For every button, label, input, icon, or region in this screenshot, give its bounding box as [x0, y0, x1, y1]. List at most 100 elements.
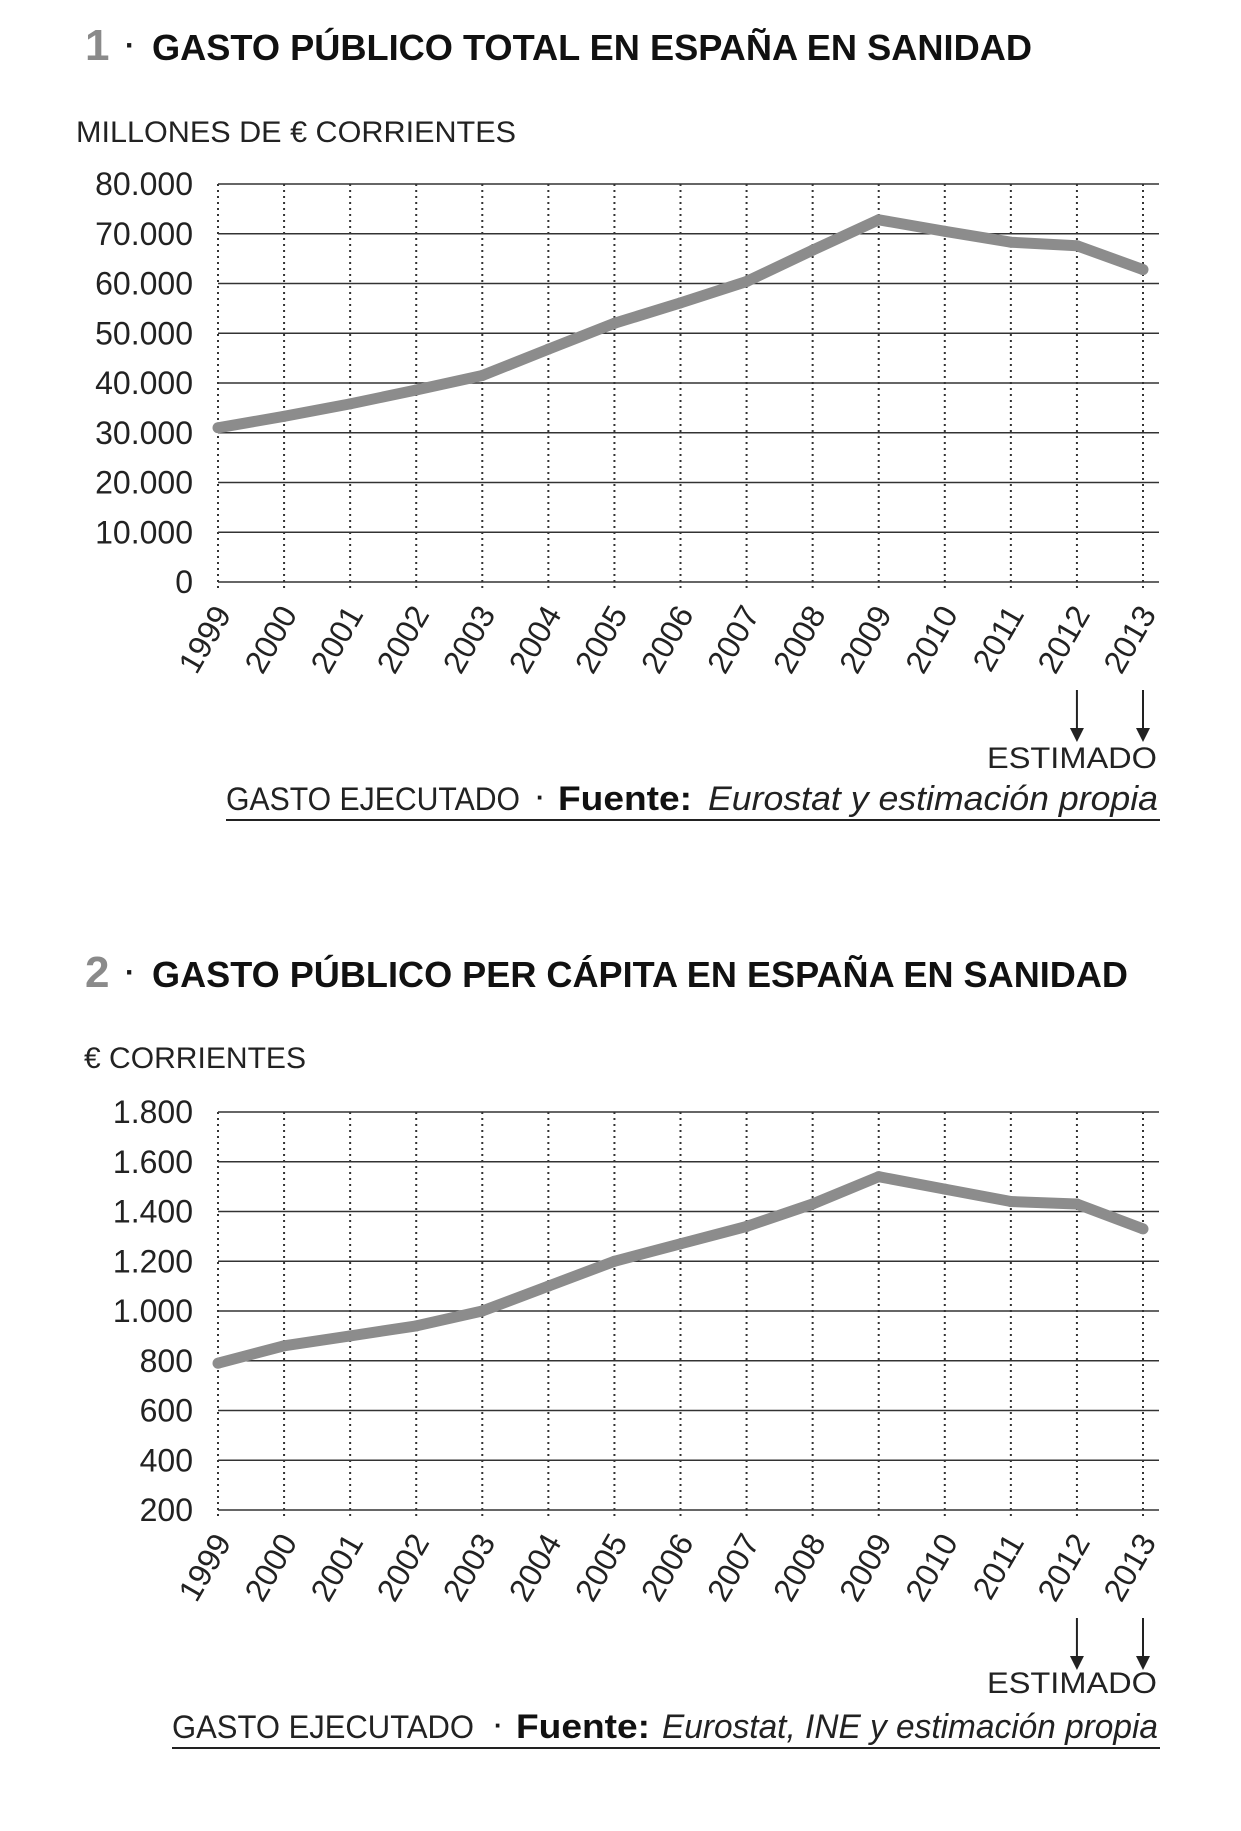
chart-1-y-tick-label: 30.000 — [95, 415, 193, 451]
chart-2-x-tick-label: 2013 — [1096, 1528, 1163, 1608]
chart-1-y-tick-label: 60.000 — [95, 266, 193, 302]
chart-2-data-point — [212, 1357, 224, 1369]
chart-2-estimated-arrow — [1136, 1618, 1150, 1670]
chart-2-data-point — [1137, 1223, 1149, 1235]
chart-2-title-separator: · — [125, 956, 135, 989]
chart-1-data-point — [741, 276, 753, 288]
chart-2-series — [212, 1171, 1149, 1369]
chart-2-data-point — [344, 1330, 356, 1342]
chart-1-data-point — [212, 422, 224, 434]
chart-2-x-tick-label: 1999 — [171, 1528, 238, 1608]
chart-1-x-tick-labels: 1999 2000 2001 2002 2003 2004 2005 2006 2007 2008… — [171, 599, 1163, 679]
chart-2-x-tick-label: 2001 — [303, 1528, 370, 1608]
chart-1-x-tick-label: 2009 — [832, 600, 899, 680]
chart-2-footer-source-text: Eurostat, INE y estimación propia — [662, 1708, 1158, 1746]
chart-2-data-point — [807, 1198, 819, 1210]
chart-1-data-point — [344, 398, 356, 410]
chart-1-estimated-arrows — [1069, 690, 1150, 742]
chart-2-x-tick-label: 2002 — [370, 1528, 437, 1608]
chart-1-data-point — [1137, 264, 1149, 276]
chart-2-unit-label: € CORRIENTES — [84, 1042, 306, 1075]
chart-2: 2 · GASTO PÚBLICO PER CÁPITA EN ESPAÑA E… — [84, 948, 1163, 1749]
chart-2-y-tick-labels: 200 400 600 800 1.000 1.200 1.400 1.600 1.800 — [113, 1094, 193, 1528]
chart-1-footer-source-text: Eurostat y estimación propia — [708, 780, 1158, 818]
chart-1-unit-label: MILLONES DE € CORRIENTES — [76, 116, 516, 149]
chart-1-title: GASTO PÚBLICO TOTAL EN ESPAÑA EN SANIDAD — [152, 26, 1032, 68]
chart-1-x-tick-label: 2000 — [237, 600, 304, 680]
chart-2-estimated-arrows — [1069, 1618, 1150, 1670]
chart-2-x-tick-labels: 1999 2000 2001 2002 2003 2004 2005 2006 2007 2008… — [171, 1528, 1163, 1608]
chart-2-footer-dot: · — [494, 1710, 503, 1740]
chart-1-x-tick-label: 1999 — [171, 600, 238, 680]
chart-1-data-point — [542, 343, 554, 355]
chart-2-data-point — [675, 1238, 686, 1250]
chart-2-x-tick-label: 2012 — [1030, 1528, 1097, 1608]
chart-1-x-tick-label: 2011 — [965, 600, 1031, 678]
chart-1: 1 · GASTO PÚBLICO TOTAL EN ESPAÑA EN SAN… — [76, 21, 1163, 821]
chart-2-footer: GASTO EJECUTADO · Fuente: Eurostat, INE … — [172, 1708, 1160, 1749]
chart-1-x-tick-label: 2005 — [568, 600, 635, 680]
chart-2-data-point — [1071, 1198, 1083, 1210]
chart-2-y-tick-label: 800 — [140, 1343, 193, 1379]
chart-1-x-tick-label: 2002 — [370, 600, 437, 680]
chart-1-data-point — [410, 384, 422, 396]
chart-2-footer-source-label: Fuente: — [516, 1708, 650, 1746]
chart-2-footer-executed: GASTO EJECUTADO — [172, 1709, 474, 1745]
chart-1-title-separator: · — [125, 29, 135, 62]
chart-1-y-tick-labels: 0 10.000 20.000 30.000 40.000 50.000 60.000 70.… — [95, 166, 193, 600]
chart-2-y-tick-label: 600 — [140, 1393, 193, 1429]
chart-2-estimated-arrow — [1069, 1618, 1084, 1670]
chart-2-y-tick-label: 1.400 — [113, 1194, 193, 1230]
chart-1-footer-executed: GASTO EJECUTADO — [226, 781, 520, 817]
chart-2-y-tick-label: 1.600 — [113, 1144, 193, 1180]
chart-2-data-point — [278, 1340, 290, 1352]
chart-2-estimated-label: ESTIMADO — [987, 1667, 1157, 1700]
chart-2-x-tick-label: 2007 — [700, 1528, 767, 1608]
chart-1-footer: GASTO EJECUTADO · Fuente: Eurostat y est… — [226, 780, 1160, 821]
chart-1-y-tick-label: 70.000 — [95, 216, 193, 252]
chart-2-data-point — [741, 1220, 753, 1232]
chart-2-x-tick-label: 2006 — [634, 1528, 701, 1608]
chart-1-x-tick-label: 2001 — [303, 600, 370, 680]
chart-1-data-point — [675, 297, 686, 309]
chart-2-x-tick-label: 2011 — [965, 1528, 1031, 1606]
chart-2-y-tick-label: 200 — [140, 1492, 193, 1528]
chart-2-number: 2 — [85, 948, 109, 997]
chart-2-x-tick-label: 2000 — [237, 1528, 304, 1608]
chart-1-gridlines — [217, 183, 1159, 592]
chart-1-data-point — [278, 410, 290, 422]
chart-1-data-point — [1071, 240, 1083, 252]
chart-1-data-point — [608, 317, 620, 329]
chart-1-x-tick-label: 2007 — [700, 600, 767, 680]
chart-1-y-tick-label: 80.000 — [95, 166, 193, 202]
chart-1-number: 1 — [85, 21, 109, 70]
chart-2-data-point — [476, 1305, 488, 1317]
chart-1-x-tick-label: 2004 — [502, 600, 569, 680]
chart-1-series — [212, 214, 1149, 434]
chart-2-data-point — [608, 1255, 620, 1267]
chart-2-data-point — [1005, 1196, 1017, 1208]
chart-1-data-point — [1005, 236, 1017, 248]
chart-2-gridlines — [217, 1111, 1159, 1520]
chart-2-x-tick-label: 2003 — [436, 1528, 503, 1608]
chart-2-data-point — [542, 1280, 554, 1292]
chart-1-y-tick-label: 50.000 — [95, 315, 193, 351]
chart-2-y-tick-label: 1.000 — [113, 1293, 193, 1329]
chart-1-x-tick-label: 2003 — [436, 600, 503, 680]
chart-1-footer-source-label: Fuente: — [558, 780, 692, 818]
chart-2-title: GASTO PÚBLICO PER CÁPITA EN ESPAÑA EN SA… — [152, 953, 1128, 995]
chart-1-estimated-label: ESTIMADO — [987, 742, 1157, 775]
chart-1-y-tick-label: 10.000 — [95, 514, 193, 550]
chart-1-y-tick-label: 20.000 — [95, 465, 193, 501]
chart-1-x-tick-label: 2012 — [1030, 600, 1097, 680]
chart-2-data-point — [873, 1171, 885, 1183]
chart-2-x-tick-label: 2004 — [502, 1528, 569, 1608]
chart-1-data-point — [807, 244, 819, 256]
chart-1-x-tick-label: 2008 — [766, 600, 833, 680]
chart-1-data-point — [873, 214, 885, 226]
chart-1-data-point — [939, 225, 951, 237]
chart-2-data-point — [410, 1320, 422, 1332]
chart-1-x-tick-label: 2006 — [634, 600, 701, 680]
chart-1-x-tick-label: 2013 — [1096, 600, 1163, 680]
